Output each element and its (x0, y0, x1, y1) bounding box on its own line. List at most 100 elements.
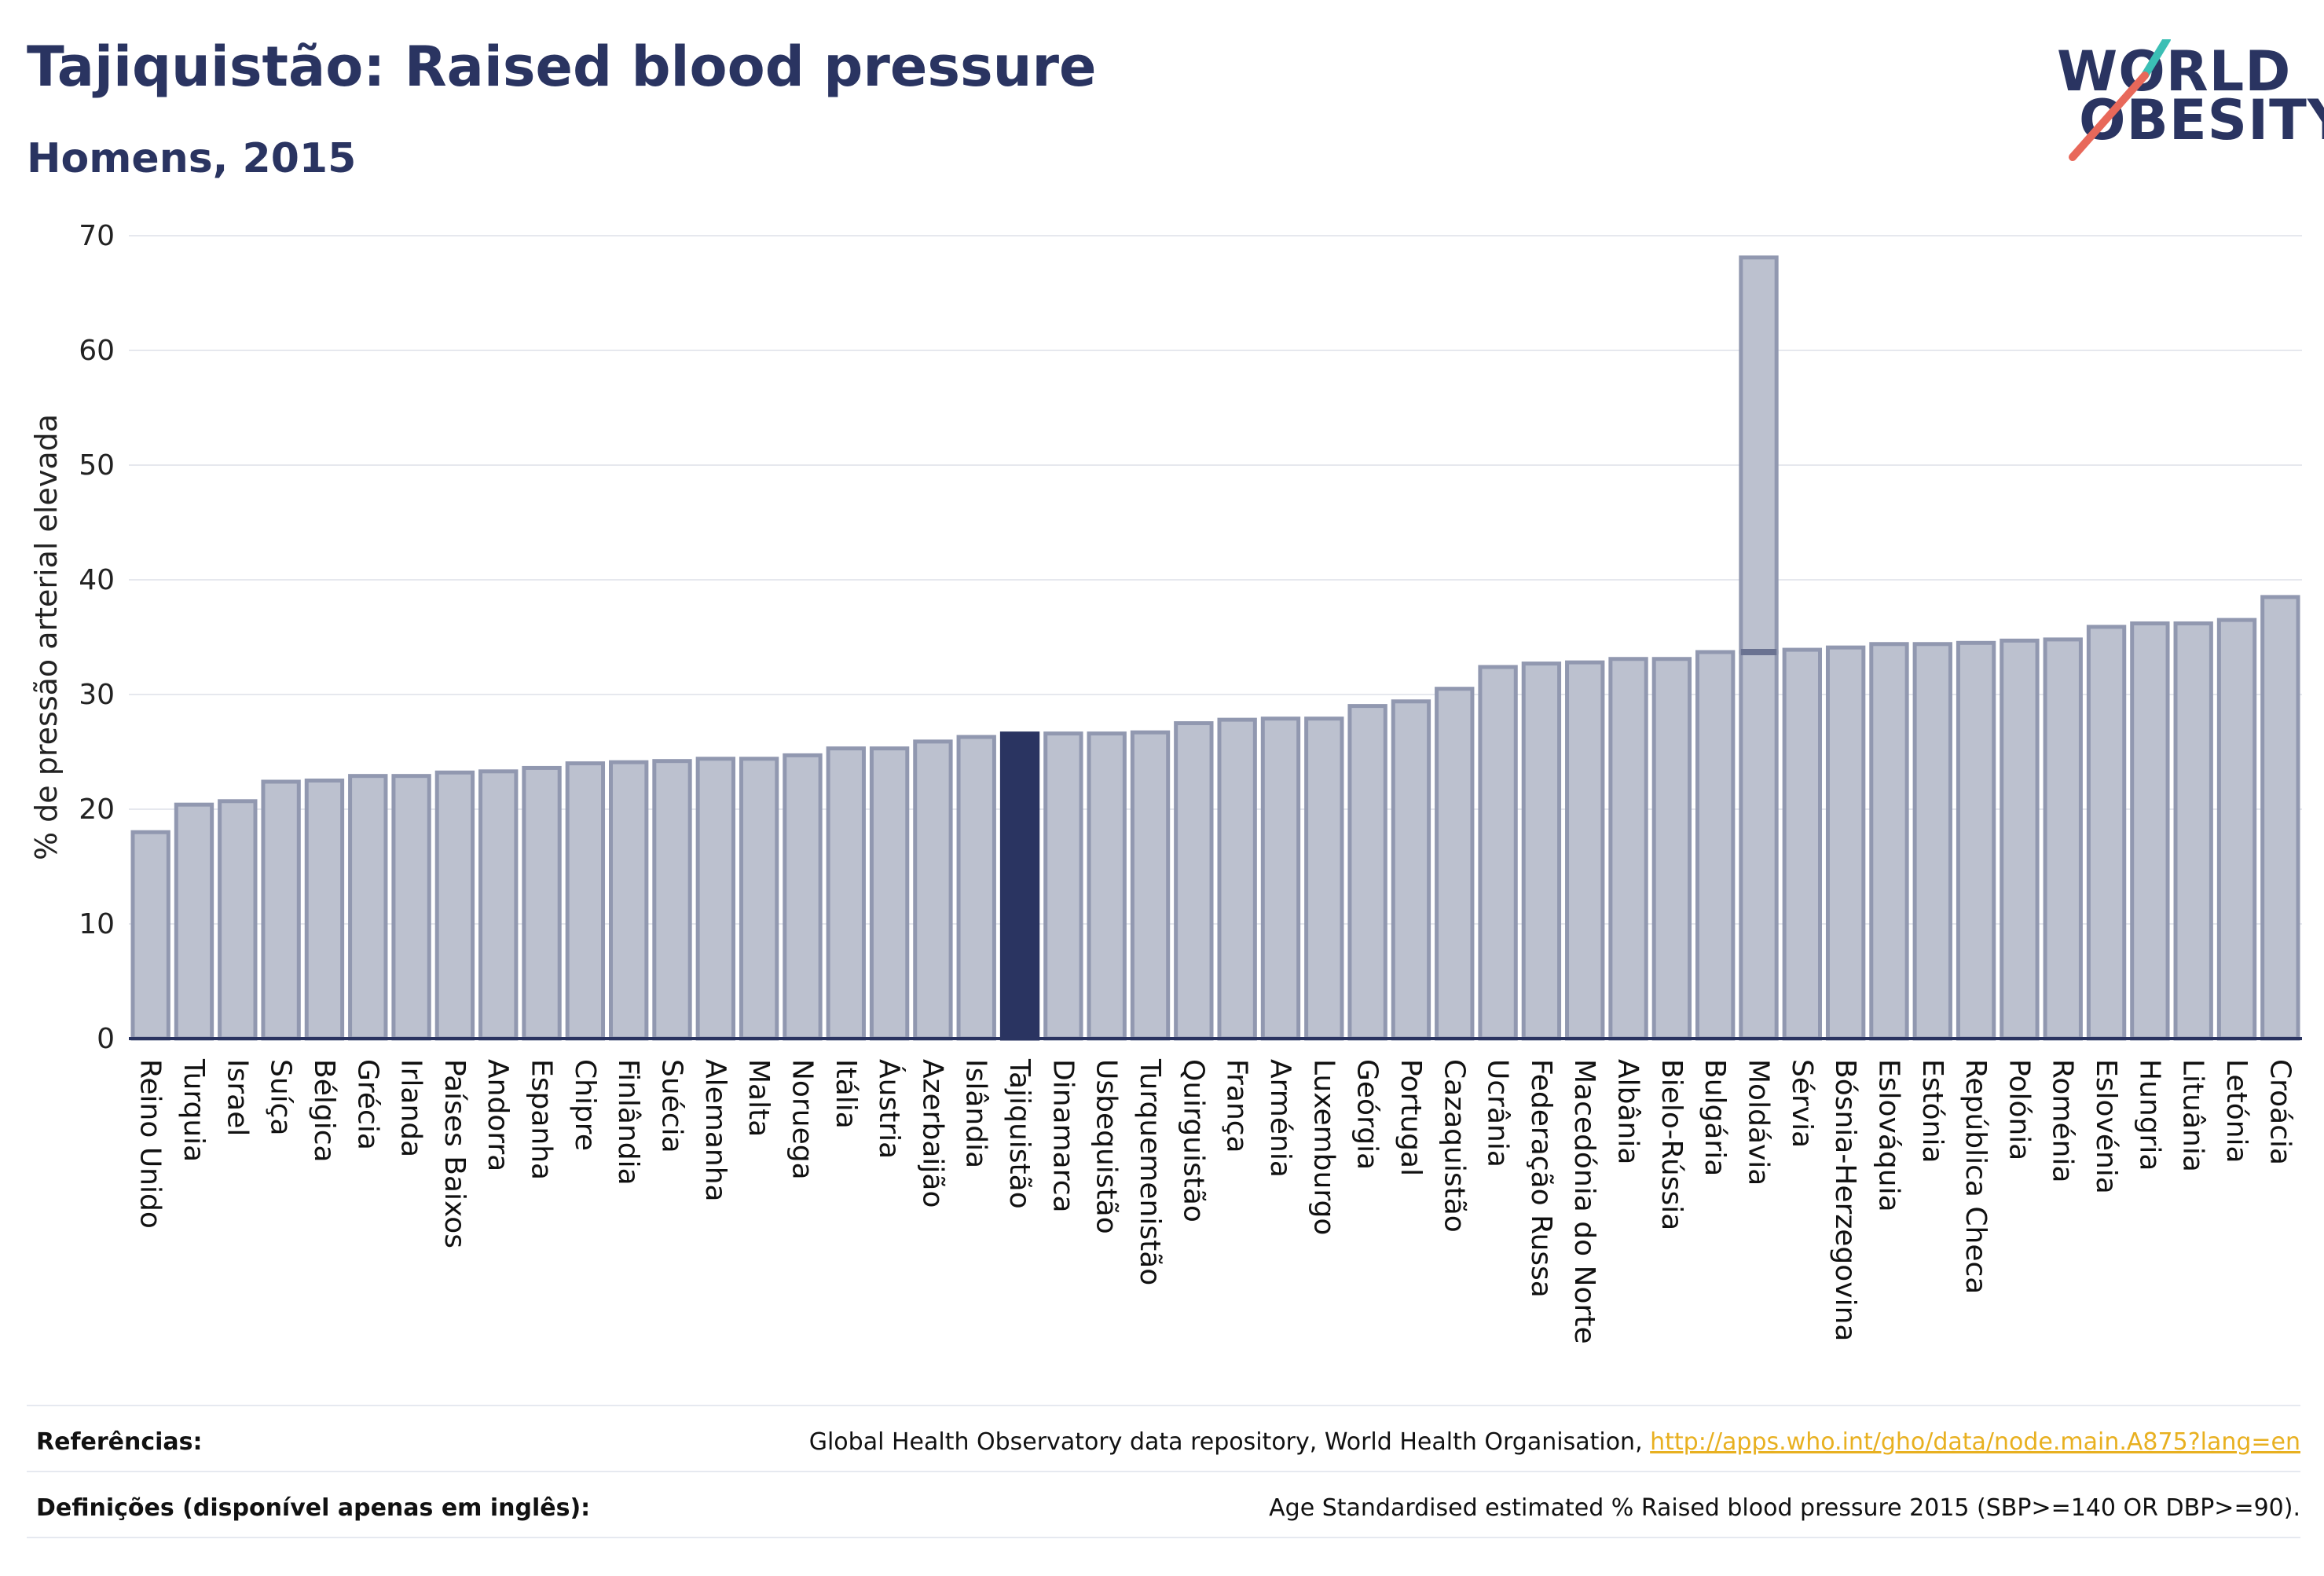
bar-extra[interactable] (1739, 255, 1779, 654)
bar[interactable] (565, 761, 606, 1041)
bar[interactable] (1651, 657, 1692, 1041)
bar[interactable] (2086, 625, 2127, 1041)
bar[interactable] (608, 760, 649, 1041)
bar[interactable] (478, 769, 519, 1041)
x-tick-label: Noruega (786, 1059, 818, 1180)
bar[interactable] (2216, 618, 2257, 1041)
x-tick-label: Turquemenistão (1134, 1058, 1166, 1285)
bar[interactable] (218, 799, 258, 1041)
logo-line-1: WORLD (2057, 39, 2292, 104)
bar[interactable] (348, 774, 388, 1041)
x-tick-label: Grécia (351, 1059, 383, 1150)
x-tick-label: Dinamarca (1047, 1059, 1079, 1213)
x-tick-label: Bulgária (1699, 1059, 1731, 1176)
x-tick-label: Israel (221, 1059, 253, 1136)
y-tick-label: 70 (79, 220, 115, 252)
bar[interactable] (1043, 731, 1083, 1041)
footer-divider (27, 1471, 2300, 1472)
y-axis-label: % de pressão arterial elevada (29, 414, 64, 860)
world-obesity-logo: WORLD OBESITY (2057, 39, 2324, 165)
x-tick-label: Chipre (569, 1059, 601, 1151)
y-tick-label: 20 (79, 793, 115, 826)
references-value: Global Health Observatory data repositor… (809, 1428, 2300, 1456)
bar-chart: 0 10 20 30 40 50 60 70 Reino Unido Turquia Israel S… (29, 220, 2302, 1344)
references-text: Global Health Observatory data repositor… (808, 1428, 1651, 1456)
bar[interactable] (1782, 647, 1823, 1041)
x-tick-label: Moldávia (1743, 1059, 1775, 1186)
bar[interactable] (1478, 665, 1518, 1041)
bar[interactable] (174, 802, 214, 1041)
bar[interactable] (1739, 650, 1779, 1041)
bar[interactable] (1521, 662, 1562, 1041)
x-tick-label: Usbequistão (1091, 1059, 1123, 1234)
y-tick-label: 60 (79, 335, 115, 367)
bar[interactable] (913, 739, 953, 1041)
bar[interactable] (739, 757, 779, 1041)
bar[interactable] (2173, 621, 2213, 1041)
bar[interactable] (1304, 717, 1344, 1041)
bar[interactable] (783, 753, 823, 1041)
x-tick-label: Sérvia (1786, 1059, 1818, 1148)
bar[interactable] (391, 774, 431, 1041)
y-tick-label: 10 (79, 908, 115, 940)
bar[interactable] (2043, 637, 2083, 1041)
bar[interactable] (999, 731, 1040, 1041)
x-tick-label: Bósnia-Herzegovina (1829, 1059, 1861, 1341)
bar[interactable] (1391, 699, 1431, 1041)
bar[interactable] (1695, 650, 1736, 1041)
bar[interactable] (261, 779, 301, 1041)
bar[interactable] (1869, 642, 1909, 1041)
y-tick-label: 0 (97, 1023, 115, 1055)
x-tick-label: Bielo-Rússia (1655, 1059, 1688, 1230)
bar[interactable] (1174, 721, 1214, 1041)
x-tick-label: Eslovénia (2090, 1059, 2122, 1194)
bar[interactable] (1912, 642, 1952, 1041)
bar[interactable] (1260, 717, 1301, 1041)
bar[interactable] (1130, 730, 1171, 1041)
x-tick-label: Andorra (482, 1059, 514, 1171)
bar[interactable] (1347, 704, 1387, 1041)
bar[interactable] (2000, 638, 2040, 1041)
bar[interactable] (869, 746, 910, 1041)
bar[interactable] (1435, 687, 1475, 1041)
bar[interactable] (2130, 621, 2170, 1041)
x-tick-label: Malta (742, 1059, 775, 1137)
bar[interactable] (522, 765, 562, 1041)
x-tick-label: Islândia (960, 1059, 992, 1168)
x-tick-label: Reino Unido (134, 1059, 167, 1229)
x-tick-label: Itália (830, 1059, 862, 1129)
x-tick-label: Estónia (1916, 1059, 1948, 1164)
x-tick-label: Finlândia (612, 1059, 644, 1186)
x-tick-label: Turquia (178, 1058, 210, 1162)
bar[interactable] (1825, 645, 1866, 1041)
bar[interactable] (1608, 657, 1648, 1041)
x-tick-label: Países Baixos (438, 1059, 471, 1248)
x-tick-label: Azerbaijão (916, 1059, 948, 1208)
bar[interactable] (2260, 595, 2300, 1041)
chart-subtitle: Homens, 2015 (27, 135, 357, 182)
x-tick-label: Arménia (1264, 1059, 1296, 1178)
footer-divider (27, 1537, 2300, 1538)
definitions-label: Definições (disponível apenas em inglês)… (36, 1494, 591, 1522)
bar[interactable] (434, 770, 475, 1041)
x-tick-label: Roménia (2047, 1059, 2079, 1183)
bar[interactable] (826, 746, 866, 1041)
bar[interactable] (1565, 660, 1605, 1041)
x-tick-label: Bélgica (308, 1059, 340, 1163)
footer-divider (27, 1405, 2300, 1406)
bar[interactable] (1087, 731, 1127, 1041)
x-tick-label: Federação Russa (1525, 1059, 1557, 1298)
bar[interactable] (652, 759, 692, 1041)
bar[interactable] (1956, 640, 1996, 1041)
bar[interactable] (1217, 717, 1257, 1041)
y-tick-label: 30 (79, 679, 115, 711)
x-tick-label: Macedónia do Norte (1568, 1059, 1600, 1344)
x-tick-label: Geórgia (1351, 1059, 1384, 1170)
references-link[interactable]: http://apps.who.int/gho/data/node.main.A… (1650, 1428, 2300, 1456)
bar[interactable] (304, 779, 345, 1041)
axis-layer: 0 10 20 30 40 50 60 70 Reino Unido Turquia Israel S… (79, 220, 2302, 1344)
bar[interactable] (956, 735, 996, 1041)
x-tick-label: Hungria (2133, 1059, 2165, 1171)
bar[interactable] (130, 830, 170, 1041)
bar[interactable] (695, 757, 736, 1041)
